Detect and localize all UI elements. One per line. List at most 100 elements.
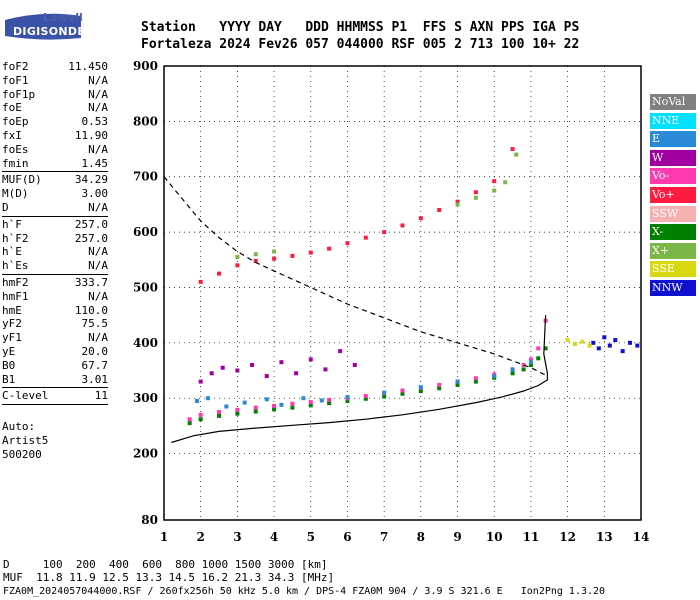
- divider: [2, 387, 108, 389]
- x-tick-label: 5: [307, 530, 315, 544]
- echo-point: [455, 382, 460, 387]
- legend-item: SSW: [650, 205, 696, 222]
- plot-frame: [163, 65, 642, 521]
- echo-point: [264, 397, 269, 402]
- autoscaling-version: 500200: [2, 447, 42, 461]
- echo-point: [224, 404, 229, 409]
- param-row: M(D) 3.00: [2, 187, 108, 201]
- echo-point: [198, 417, 203, 422]
- echo-point: [587, 343, 592, 348]
- echo-point: [510, 367, 515, 372]
- logo-lowell-text: Lowell: [43, 11, 83, 24]
- echo-point: [418, 216, 423, 221]
- divider: [2, 215, 108, 217]
- echo-point: [198, 279, 203, 284]
- echo-point: [327, 401, 332, 406]
- digisonde-logo: Lowell DIGISONDE: [3, 6, 86, 42]
- y-tick-label: 800: [133, 114, 158, 128]
- echo-point: [319, 398, 324, 403]
- muf-curve: [163, 176, 548, 377]
- y-tick-label: 300: [133, 391, 158, 405]
- echo-point: [543, 346, 548, 351]
- echo-point: [217, 413, 222, 418]
- header-line-1: Station YYYY DAY DDD HHMMSS P1 FFS S AXN…: [141, 20, 580, 35]
- y-tick-label: 200: [133, 447, 158, 461]
- echo-point: [528, 362, 533, 367]
- echo-point: [510, 147, 515, 152]
- echo-point: [279, 360, 284, 365]
- x-tick-label: 11: [523, 530, 540, 544]
- x-tick-label: 10: [486, 530, 503, 544]
- echo-point: [510, 371, 515, 376]
- divider: [2, 273, 108, 275]
- x-tick-label: 13: [596, 530, 613, 544]
- param-row: hmF2 333.7: [2, 275, 108, 289]
- x-tick-label: 14: [633, 530, 650, 544]
- param-row: fmin 1.45: [2, 156, 108, 170]
- echo-point: [580, 339, 585, 344]
- footer-d-line: D 100 200 400 600 800 1000 1500 3000 [km…: [3, 558, 328, 571]
- param-row: foF1p N/A: [2, 87, 108, 101]
- footer-info-line: FZA0M_2024057044000.RSF / 260fx256h 50 k…: [3, 586, 606, 597]
- echo-point: [235, 263, 240, 268]
- echo-point: [613, 338, 618, 343]
- echo-point: [327, 397, 332, 402]
- echo-point: [382, 390, 387, 395]
- echo-point: [455, 202, 460, 207]
- echo-point: [290, 401, 295, 406]
- echo-point: [400, 223, 405, 228]
- echo-point: [363, 396, 368, 401]
- param-row: hmE 110.0: [2, 303, 108, 317]
- param-row: h`F2 257.0: [2, 231, 108, 245]
- y-tick-label: 500: [133, 280, 158, 294]
- echo-point: [308, 403, 313, 408]
- echo-point: [473, 195, 478, 200]
- legend-item: W: [650, 149, 696, 166]
- echo-point: [492, 179, 497, 184]
- profile-curve: [171, 315, 549, 444]
- echo-point: [187, 421, 192, 426]
- axes: 1 2 3 4 5 6 7 8 9 10 11 12 13 14802003004005006007008…: [133, 59, 649, 544]
- echo-point: [272, 249, 277, 254]
- echo-point: [400, 388, 405, 393]
- echo-point: [521, 367, 526, 372]
- y-tick-label: 400: [133, 336, 158, 350]
- param-row: foF2 11.450: [2, 60, 108, 73]
- echo-point: [627, 340, 632, 345]
- legend-item: X-: [650, 224, 696, 241]
- echo-point: [253, 252, 258, 257]
- param-row: D N/A: [2, 200, 108, 214]
- autoscaling-method: Artist5: [2, 433, 49, 447]
- echo-point: [220, 365, 225, 370]
- echo-point: [253, 258, 258, 263]
- echo-point: [290, 405, 295, 410]
- echo-point: [235, 255, 240, 260]
- echo-point: [418, 388, 423, 393]
- echo-point: [492, 188, 497, 193]
- echo-point: [503, 180, 508, 185]
- param-row: C-level 11: [2, 389, 108, 403]
- param-row: yE 20.0: [2, 344, 108, 358]
- param-row: h`E N/A: [2, 245, 108, 259]
- legend-item: Vo-: [650, 168, 696, 185]
- param-row: fxI 11.90: [2, 128, 108, 142]
- echo-point: [206, 396, 211, 401]
- echo-point: [455, 199, 460, 204]
- legend-item: X+: [650, 242, 696, 259]
- param-row: foEp 0.53: [2, 115, 108, 129]
- logo-digisonde-text: DIGISONDE: [13, 25, 86, 38]
- param-row: h`F 257.0: [2, 217, 108, 231]
- echo-point: [264, 374, 269, 379]
- header-line-2: Fortaleza 2024 Fev26 057 044000 RSF 005 …: [141, 37, 580, 52]
- echo-point: [437, 382, 442, 387]
- echo-point: [209, 371, 214, 376]
- echo-point: [528, 357, 533, 362]
- parameters-panel: foF2 11.450 foF1 N/A foF1p N/A foE N/A foEp 0…: [2, 60, 108, 461]
- x-tick-label: 4: [270, 530, 278, 544]
- echo-point: [536, 356, 541, 361]
- logo-swoosh: [5, 13, 81, 40]
- x-tick-label: 8: [417, 530, 425, 544]
- echo-point: [235, 411, 240, 416]
- echo-point: [437, 386, 442, 391]
